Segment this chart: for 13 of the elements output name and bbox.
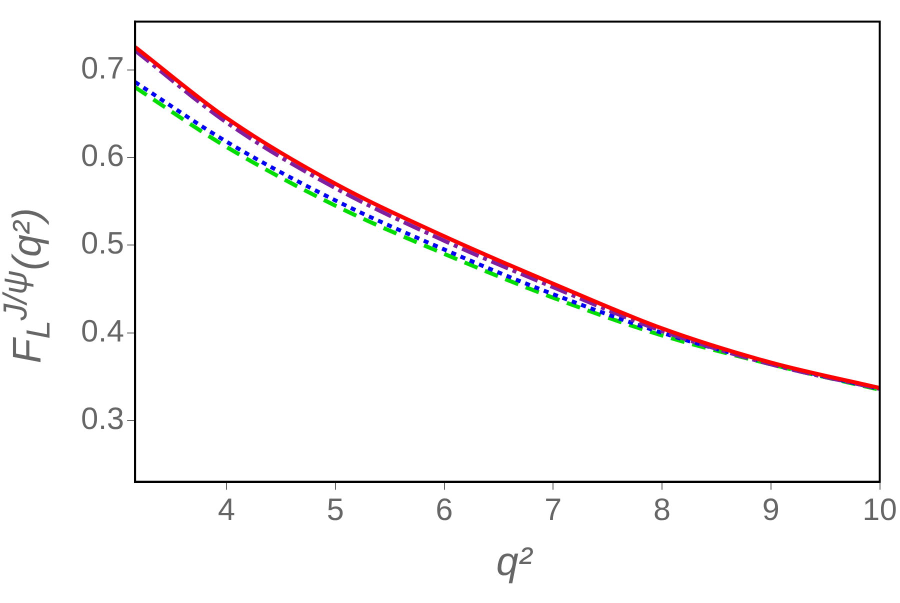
y-tick-label: 0.5 (80, 226, 124, 261)
x-tick-label: 7 (544, 492, 562, 527)
x-tick-label: 6 (436, 492, 453, 527)
x-axis-title: q² (495, 540, 534, 585)
x-tick-label: 9 (762, 492, 780, 527)
x-tick-label: 4 (218, 492, 236, 527)
x-tick-label: 8 (653, 492, 671, 527)
y-tick-label: 0.4 (80, 313, 124, 348)
x-tick-label: 5 (326, 492, 344, 527)
y-tick-label: 0.6 (80, 138, 124, 174)
y-tick-label: 0.3 (80, 400, 124, 436)
x-tick-label: 10 (862, 492, 897, 527)
y-tick-label: 0.7 (80, 50, 124, 86)
